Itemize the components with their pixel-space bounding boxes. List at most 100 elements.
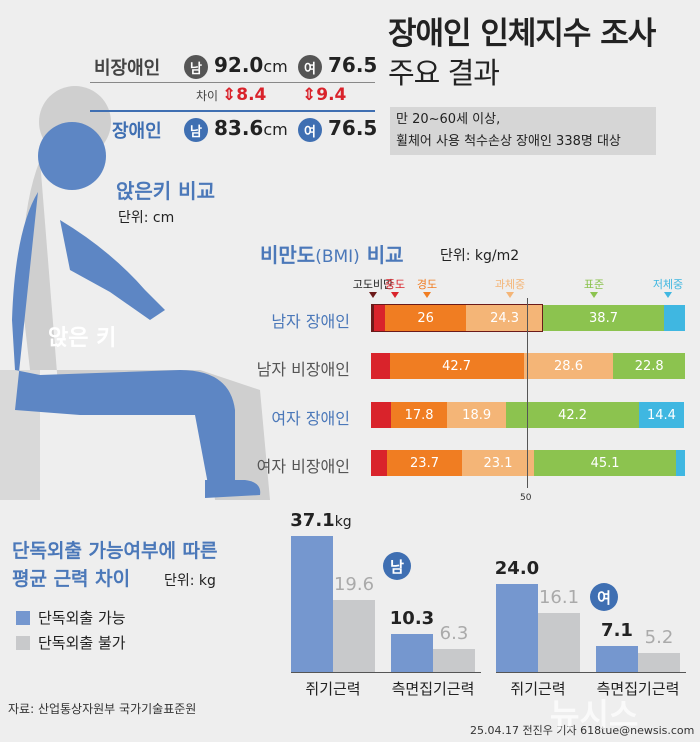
diff-label: 차이 bbox=[196, 89, 219, 103]
diff-arrow-icon: ⇕ bbox=[302, 85, 317, 105]
bmi-bar: 26 24.3 38.7 bbox=[371, 305, 685, 331]
bmi-category-label: 경도 bbox=[416, 278, 438, 291]
bmi-bar: 17.8 18.9 42.2 14.4 bbox=[371, 402, 685, 428]
survey-note-line1: 만 20~60세 이상, bbox=[396, 112, 501, 127]
grip-value-label: 24.0 bbox=[494, 558, 540, 580]
female-diff: ⇕9.4 bbox=[302, 85, 347, 105]
grip-value-label: 6.3 bbox=[439, 622, 469, 644]
female-badge-disabled: 여 bbox=[298, 118, 322, 142]
grip-category-label: 측면집기근력 bbox=[596, 680, 680, 698]
bmi-segment bbox=[371, 450, 388, 476]
grip-baseline bbox=[496, 672, 686, 673]
sitting-unit: 단위: cm bbox=[118, 210, 175, 226]
bmi-category-label: 과체중 bbox=[494, 278, 526, 291]
nondisabled-male-value: 92.0cm bbox=[214, 53, 288, 77]
bmi-row-label: 여자 장애인 bbox=[271, 409, 350, 428]
grip-value-label: 19.6 bbox=[333, 574, 375, 596]
bmi-segment: 38.7 bbox=[542, 305, 665, 331]
source-text: 자료: 산업통상자원부 국가기술표준원 bbox=[8, 702, 197, 716]
page-subtitle: 주요 결과 bbox=[388, 56, 500, 90]
female-badge-nondisabled: 여 bbox=[298, 55, 322, 79]
bmi-segment: 23.7 bbox=[387, 450, 462, 476]
bmi-segment: 26 bbox=[384, 305, 467, 331]
grip-female-badge: 여 bbox=[590, 583, 618, 611]
bmi-axis-tick: 50 bbox=[520, 493, 532, 503]
bmi-segment: 42.7 bbox=[389, 353, 524, 379]
survey-note-line2: 휠체어 사용 척수손상 장애인 338명 대상 bbox=[396, 134, 621, 149]
bmi-segment: 28.6 bbox=[523, 353, 614, 379]
divider-top bbox=[90, 82, 375, 83]
bmi-segment: 42.2 bbox=[506, 402, 639, 428]
bmi-unit: 단위: kg/m2 bbox=[440, 248, 520, 264]
grip-bar bbox=[638, 652, 680, 672]
male-badge-nondisabled: 남 bbox=[184, 55, 208, 79]
bmi-category-label: 고도비만 bbox=[352, 278, 394, 291]
divider-bottom bbox=[90, 110, 375, 112]
grip-category-label: 측면집기근력 bbox=[391, 680, 475, 698]
bmi-segment: 24.3 bbox=[466, 305, 543, 331]
grip-bar bbox=[496, 584, 538, 672]
legend-able-swatch bbox=[16, 611, 30, 625]
survey-note: 만 20~60세 이상, 휠체어 사용 척수손상 장애인 338명 대상 bbox=[390, 107, 656, 155]
bmi-category-label: 중도 bbox=[384, 278, 406, 291]
bmi-segment: 17.8 bbox=[391, 402, 447, 428]
bmi-segment: 23.1 bbox=[461, 450, 535, 476]
bmi-segment: 14.4 bbox=[638, 402, 685, 428]
male-diff: ⇕8.4 bbox=[222, 85, 267, 105]
grip-value-label: 16.1 bbox=[538, 586, 580, 608]
grip-section-title-line2: 평균 근력 차이 bbox=[12, 568, 131, 590]
grip-section-title-line1: 단독외출 가능여부에 따른 bbox=[12, 540, 218, 562]
bmi-section-title: 비만도(BMI) 비교 bbox=[260, 243, 404, 267]
bmi-segment: 45.1 bbox=[534, 450, 676, 476]
grip-unit: 단위: kg bbox=[164, 573, 216, 589]
grip-value-label: 10.3 bbox=[389, 608, 435, 630]
grip-category-label: 쥐기근력 bbox=[510, 680, 566, 698]
bmi-segment bbox=[371, 353, 390, 379]
bmi-segment: 22.8 bbox=[613, 353, 685, 379]
legend-able-label: 단독외출 가능 bbox=[38, 609, 126, 627]
bmi-bar: 42.7 28.6 22.8 bbox=[371, 353, 685, 379]
grip-value-label: 37.1kg bbox=[290, 510, 352, 531]
bmi-category-marker-icon bbox=[391, 292, 399, 298]
watermark: 뉴시스 bbox=[550, 696, 639, 734]
grip-bar bbox=[433, 648, 475, 672]
nondisabled-label: 비장애인 bbox=[94, 58, 161, 79]
bmi-row-label: 남자 비장애인 bbox=[256, 360, 350, 379]
bmi-highlight-box bbox=[371, 304, 543, 332]
bmi-segment: 18.9 bbox=[446, 402, 507, 428]
bmi-category-label: 표준 bbox=[583, 278, 605, 291]
page-title: 장애인 인체지수 조사 bbox=[388, 16, 656, 52]
seated-figure-illustration: 앉은 키 bbox=[0, 86, 271, 500]
disabled-figure bbox=[12, 122, 261, 498]
bmi-segment bbox=[675, 450, 685, 476]
bmi-segment bbox=[374, 305, 385, 331]
bmi-category-marker-icon bbox=[423, 292, 431, 298]
male-badge-disabled: 남 bbox=[184, 118, 208, 142]
grip-value-label: 7.1 bbox=[601, 619, 633, 641]
grip-bar bbox=[333, 600, 375, 672]
grip-male-badge: 남 bbox=[383, 552, 411, 580]
bmi-axis-50-line bbox=[527, 298, 528, 488]
bmi-segment bbox=[371, 402, 392, 428]
legend-unable-swatch bbox=[16, 636, 30, 650]
legend-unable-label: 단독외출 불가 bbox=[38, 634, 126, 652]
sitting-section-title: 앉은키 비교 bbox=[116, 179, 215, 203]
grip-value-label: 5.2 bbox=[644, 626, 674, 648]
bmi-category-label: 저체중 bbox=[652, 278, 684, 291]
bmi-category-marker-icon bbox=[664, 292, 672, 298]
bmi-bar: 23.7 23.1 45.1 bbox=[371, 450, 685, 476]
bmi-row-label: 남자 장애인 bbox=[271, 312, 350, 331]
bmi-category-marker-icon bbox=[590, 292, 598, 298]
credit-text: 25.04.17 전진우 기자 618tue@newsis.com bbox=[470, 724, 695, 737]
bmi-row-label: 여자 비장애인 bbox=[256, 457, 350, 476]
grip-bar bbox=[538, 612, 580, 672]
bmi-category-marker-icon bbox=[369, 292, 377, 298]
grip-bar bbox=[391, 634, 433, 672]
disabled-label: 장애인 bbox=[112, 121, 162, 142]
disabled-female-value: 76.5 bbox=[328, 116, 378, 140]
grip-bar bbox=[291, 536, 333, 672]
bmi-segment bbox=[664, 305, 685, 331]
grip-category-label: 쥐기근력 bbox=[305, 680, 361, 698]
figure-label: 앉은 키 bbox=[48, 326, 116, 351]
bmi-category-marker-icon bbox=[506, 292, 514, 298]
